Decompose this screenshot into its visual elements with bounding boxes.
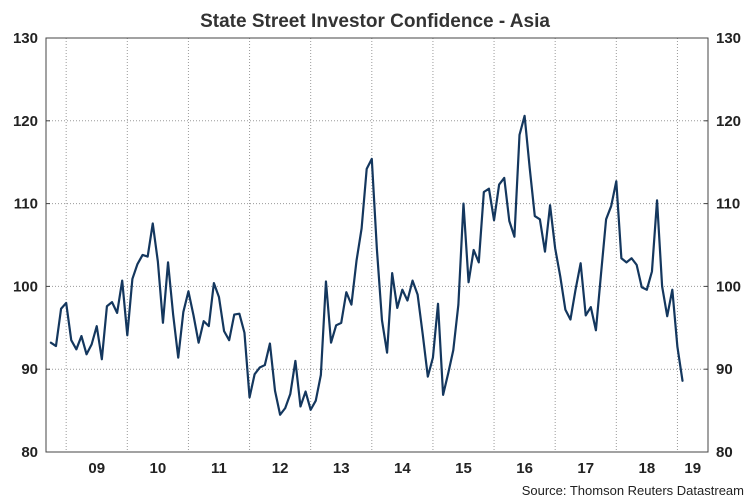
y-tick-right-100: 100 [716, 278, 741, 295]
source-note: Source: Thomson Reuters Datastream [522, 483, 744, 498]
chart-title: State Street Investor Confidence - Asia [200, 11, 550, 32]
x-tick-09: 09 [88, 460, 105, 477]
x-tick-13: 13 [333, 460, 350, 477]
y-tick-right-90: 90 [716, 361, 733, 378]
x-tick-15: 15 [455, 460, 472, 477]
x-tick-17: 17 [577, 460, 594, 477]
x-tick-12: 12 [272, 460, 289, 477]
y-tick-right-130: 130 [716, 30, 741, 47]
y-tick-left-120: 120 [13, 113, 38, 130]
grid-layer [46, 38, 708, 452]
series-line-0 [49, 114, 684, 416]
x-tick-14: 14 [394, 460, 411, 477]
x-tick-16: 16 [516, 460, 533, 477]
y-tick-left-80: 80 [21, 444, 38, 461]
x-tick-18: 18 [639, 460, 656, 477]
right-y-axis: 80 90 100 110 120 130 [704, 30, 741, 461]
y-tick-right-120: 120 [716, 113, 741, 130]
x-axis: 09 10 11 12 13 14 15 16 17 18 19 [88, 460, 701, 477]
y-tick-left-110: 110 [14, 196, 38, 213]
left-y-axis: 80 90 100 110 120 130 [13, 30, 50, 461]
x-tick-19: 19 [684, 460, 701, 477]
y-tick-left-130: 130 [13, 30, 38, 47]
y-tick-left-100: 100 [13, 278, 38, 295]
plot-area-frame [45, 37, 709, 453]
series-layer [49, 114, 684, 416]
x-tick-10: 10 [150, 460, 167, 477]
x-tick-11: 11 [211, 460, 227, 477]
y-tick-right-80: 80 [716, 444, 733, 461]
y-tick-right-110: 110 [716, 196, 740, 213]
y-tick-left-90: 90 [21, 361, 38, 378]
